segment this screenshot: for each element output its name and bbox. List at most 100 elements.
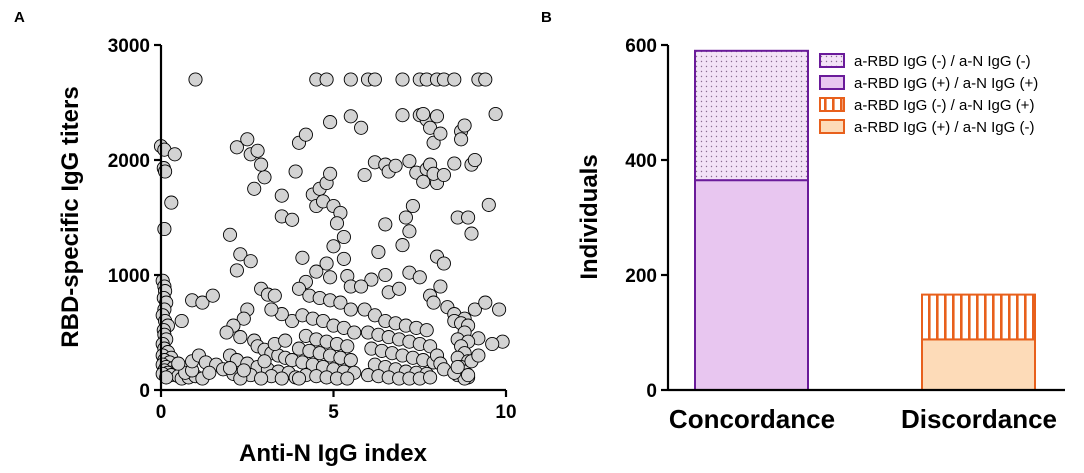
scatter-point (405, 198, 420, 214)
scatter-point (236, 311, 251, 326)
y-tick-label: 400 (625, 151, 657, 172)
category-label-concordance: Concordance (669, 404, 835, 434)
scatter-point (436, 256, 451, 271)
scatter-point (402, 154, 417, 169)
scatter-point (243, 254, 258, 269)
scatter-panel: 0 1000 2000 3000 0 5 10 Anti-N IgG index RBD-… (57, 36, 517, 467)
x-tick-label: 10 (495, 402, 516, 423)
scatter-point (485, 336, 500, 352)
scatter-point (247, 181, 262, 196)
scatter-point (188, 72, 203, 87)
scatter-point (416, 174, 431, 189)
scatter-point (464, 226, 479, 241)
scatter-point (340, 339, 355, 354)
scatter-point (357, 167, 372, 183)
scatter-point (419, 323, 434, 338)
scatter-point (395, 238, 410, 253)
scatter-point (254, 157, 269, 172)
scatter-point (436, 167, 451, 183)
scatter-point (340, 371, 355, 386)
scatter-point (159, 370, 174, 385)
scatter-point (388, 158, 403, 173)
bar-segment (921, 293, 1036, 341)
scatter-point (326, 239, 341, 254)
scatter-point (254, 371, 269, 386)
scatter-point (412, 270, 427, 285)
x-axis-title-a: Anti-N IgG index (239, 440, 428, 467)
scatter-point (205, 288, 220, 303)
y-axis-title-b: Individuals (576, 154, 603, 279)
y-tick-label: 1000 (108, 266, 150, 287)
scatter-point (236, 363, 251, 378)
scatter-point (395, 72, 410, 87)
stacked-bars (694, 49, 1036, 391)
scatter-point (467, 302, 482, 317)
scatter-point (347, 325, 362, 340)
scatter-point (288, 164, 303, 179)
y-tick-label: 2000 (108, 151, 150, 172)
y-tick-label: 3000 (108, 36, 150, 57)
scatter-point (319, 256, 334, 271)
bar-segment (694, 179, 809, 391)
scatter-point (398, 210, 413, 225)
scatter-point (395, 108, 410, 123)
scatter-point (371, 244, 386, 260)
scatter-point (461, 368, 476, 383)
scatter-point (291, 371, 307, 386)
scatter-point (354, 279, 369, 294)
scatter-point (343, 302, 358, 317)
scatter-point (323, 270, 338, 285)
x-ticks-a: 0 5 10 (156, 390, 517, 423)
legend-entry: a-RBD IgG (-) / a-N IgG (+) (854, 97, 1034, 114)
scatter-point (447, 156, 462, 171)
scatter-point (222, 227, 238, 242)
scatter-point (278, 333, 293, 348)
category-label-discordance: Discordance (901, 404, 1057, 434)
legend-swatch (819, 75, 845, 90)
scatter-point (219, 325, 234, 340)
scatter-point (343, 72, 358, 87)
stacked-bar-panel: 0 200 400 600 Concordance Discordance Indiv… (576, 36, 1065, 434)
scatter-point (333, 295, 348, 310)
scatter-point (171, 356, 186, 371)
scatter-point (450, 359, 465, 375)
scatter-point (291, 281, 307, 296)
scatter-point (285, 212, 300, 227)
scatter-point (229, 263, 244, 278)
scatter-point (257, 354, 272, 369)
scatter-point (319, 72, 334, 87)
scatter-point (323, 115, 338, 130)
scatter-point (454, 132, 469, 147)
panel-label-a: A (14, 9, 25, 26)
scatter-point (295, 250, 310, 265)
scatter-point (298, 127, 313, 142)
y-tick-label: 0 (139, 381, 150, 402)
panel-label-b: B (541, 9, 552, 26)
scatter-point (336, 229, 351, 245)
y-tick-label: 200 (625, 266, 657, 287)
y-ticks-b: 0 200 400 600 (625, 36, 668, 402)
scatter-point (164, 195, 179, 210)
legend-swatch (819, 119, 845, 134)
scatter-point (250, 143, 265, 158)
scatter-point (309, 264, 324, 279)
scatter-point (378, 267, 393, 283)
scatter-point (367, 72, 382, 87)
scatter-point (433, 126, 448, 141)
scatter-point (416, 106, 431, 122)
scatter-point (392, 281, 407, 296)
scatter-point (329, 216, 345, 231)
scatter-point (323, 166, 338, 181)
scatter-point (402, 224, 417, 239)
legend-entry: a-RBD IgG (+) / a-N IgG (-) (854, 119, 1034, 136)
scatter-point (488, 106, 503, 122)
scatter-point (478, 72, 493, 87)
scatter-point (378, 217, 393, 232)
scatter-point (447, 72, 462, 87)
scatter-point (354, 120, 369, 135)
scatter-point (467, 152, 482, 168)
scatter-point (233, 330, 248, 345)
y-axis-title-a: RBD-specific IgG titers (57, 86, 84, 347)
scatter-point (364, 272, 379, 287)
